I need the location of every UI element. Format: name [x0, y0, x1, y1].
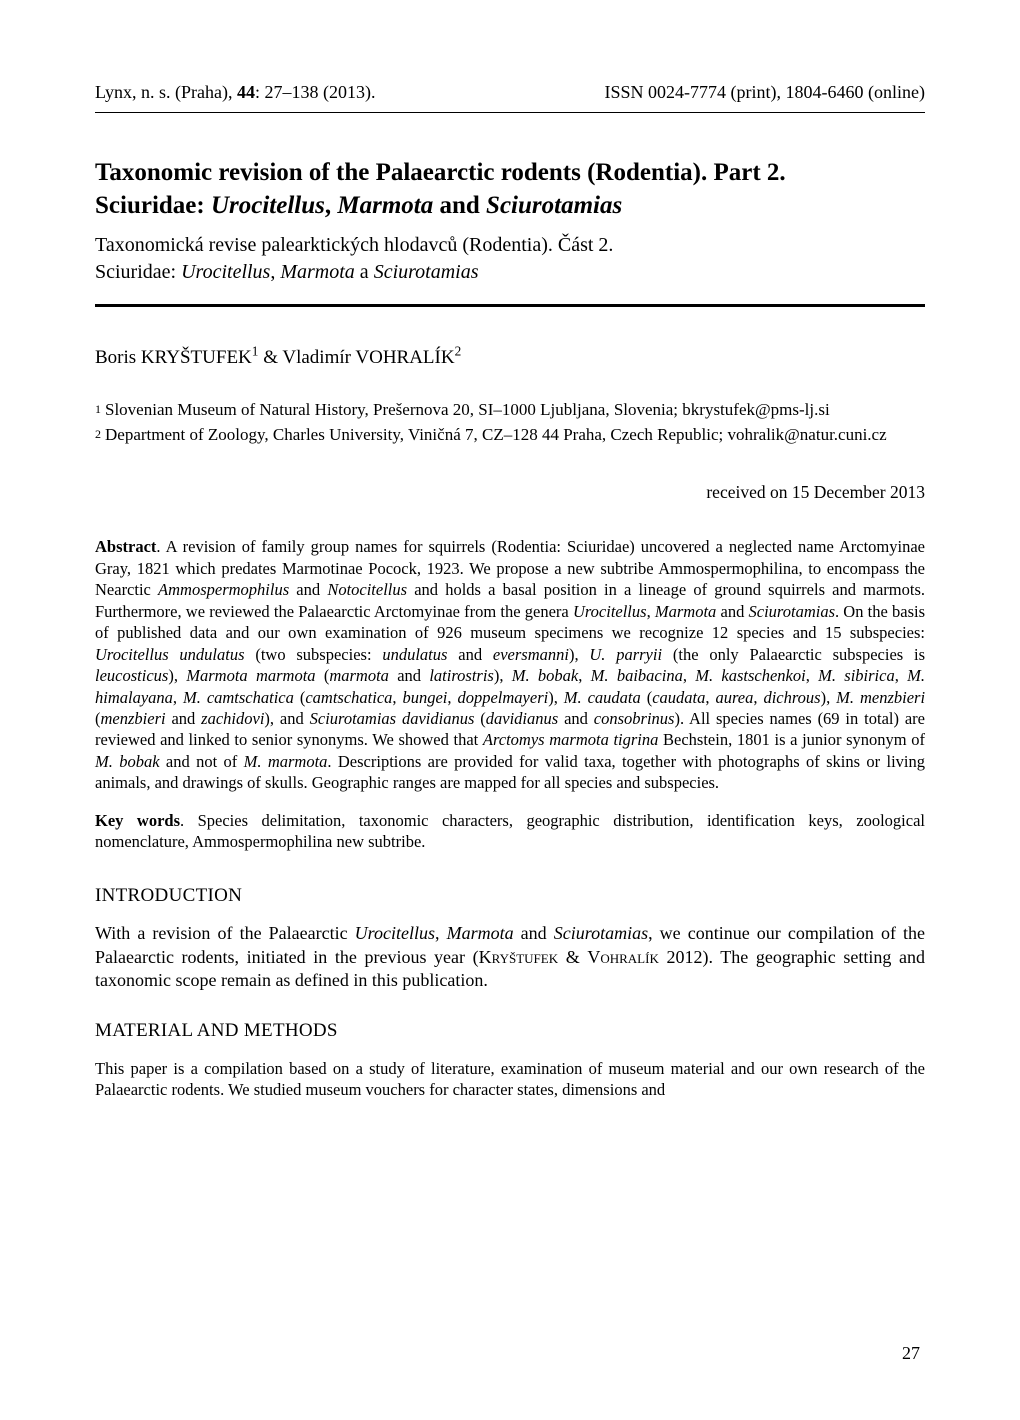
- header-left: Lynx, n. s. (Praha), 44: 27–138 (2013).: [95, 80, 375, 104]
- article-subtitle: Taxonomická revise palearktických hlodav…: [95, 232, 925, 286]
- received-date: received on 15 December 2013: [95, 481, 925, 505]
- affiliations: 1 Slovenian Museum of Natural History, P…: [95, 399, 925, 447]
- page-number: 27: [902, 1341, 920, 1365]
- running-header: Lynx, n. s. (Praha), 44: 27–138 (2013). …: [95, 80, 925, 104]
- introduction-text: With a revision of the Palaearctic Uroci…: [95, 922, 925, 992]
- keywords: Key words. Species delimitation, taxonom…: [95, 810, 925, 853]
- section-heading-introduction: INTRODUCTION: [95, 883, 925, 909]
- header-rule: [95, 112, 925, 113]
- methods-text: This paper is a compilation based on a s…: [95, 1058, 925, 1101]
- affiliation-1: 1 Slovenian Museum of Natural History, P…: [95, 399, 925, 422]
- section-heading-methods: MATERIAL AND METHODS: [95, 1018, 925, 1044]
- article-title: Taxonomic revision of the Palaearctic ro…: [95, 157, 925, 222]
- affiliation-2: 2 Department of Zoology, Charles Univers…: [95, 424, 925, 447]
- authors: Boris KRYŠTUFEK1 & Vladimír VOHRALÍK2: [95, 345, 925, 371]
- title-rule: [95, 304, 925, 307]
- abstract: Abstract. A revision of family group nam…: [95, 536, 925, 793]
- header-right: ISSN 0024-7774 (print), 1804-6460 (onlin…: [605, 80, 925, 104]
